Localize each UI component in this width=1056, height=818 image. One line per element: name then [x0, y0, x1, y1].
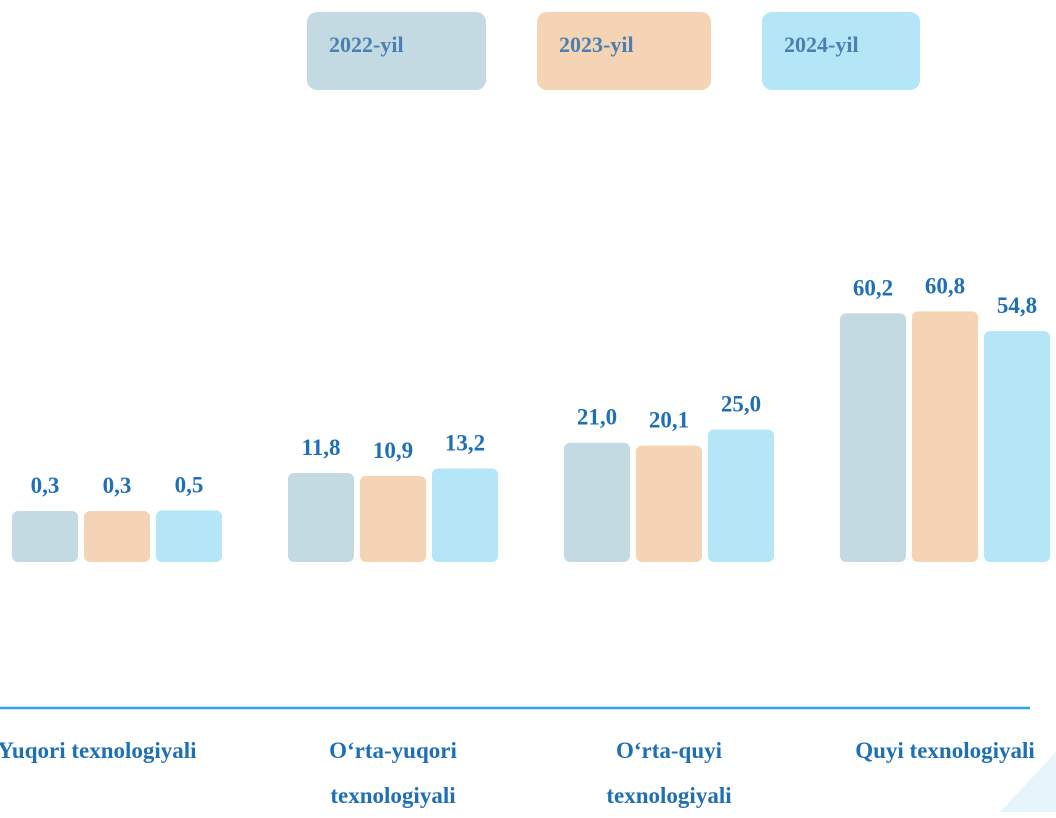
value-label: 0,3: [31, 473, 60, 498]
bar: [84, 511, 150, 562]
value-label: 20,1: [649, 408, 689, 433]
bar: [564, 442, 630, 562]
legend-swatch: [307, 12, 486, 90]
bar: [912, 311, 978, 562]
bar: [840, 313, 906, 562]
bar: [708, 429, 774, 562]
category-label: Yuqori texnologiyali: [0, 738, 197, 763]
category-label: O‘rta-quyi texnologiyali: [606, 738, 732, 808]
bar: [156, 510, 222, 562]
corner-decoration: [1000, 752, 1056, 812]
value-label: 10,9: [373, 438, 413, 463]
category-label: O‘rta-yuqori texnologiyali: [329, 738, 457, 808]
bar: [12, 511, 78, 562]
bar: [288, 473, 354, 562]
value-label: 54,8: [997, 293, 1037, 318]
bar: [984, 331, 1050, 562]
bar: [432, 468, 498, 562]
legend-label: 2023-yil: [559, 32, 634, 57]
legend-swatch: [762, 12, 920, 90]
value-label: 11,8: [302, 435, 341, 460]
value-label: 21,0: [577, 405, 617, 430]
value-label: 0,3: [103, 473, 132, 498]
legend-label: 2022-yil: [329, 32, 404, 57]
value-label: 60,2: [853, 275, 893, 300]
legend-swatch: [537, 12, 711, 90]
bar: [360, 476, 426, 562]
legend-label: 2024-yil: [784, 32, 859, 57]
value-label: 13,2: [445, 430, 485, 455]
value-label: 60,8: [925, 273, 965, 298]
value-label: 0,5: [175, 472, 204, 497]
value-label: 25,0: [721, 392, 761, 417]
category-label: Quyi texnologiyali: [855, 738, 1035, 763]
bar: [636, 445, 702, 562]
